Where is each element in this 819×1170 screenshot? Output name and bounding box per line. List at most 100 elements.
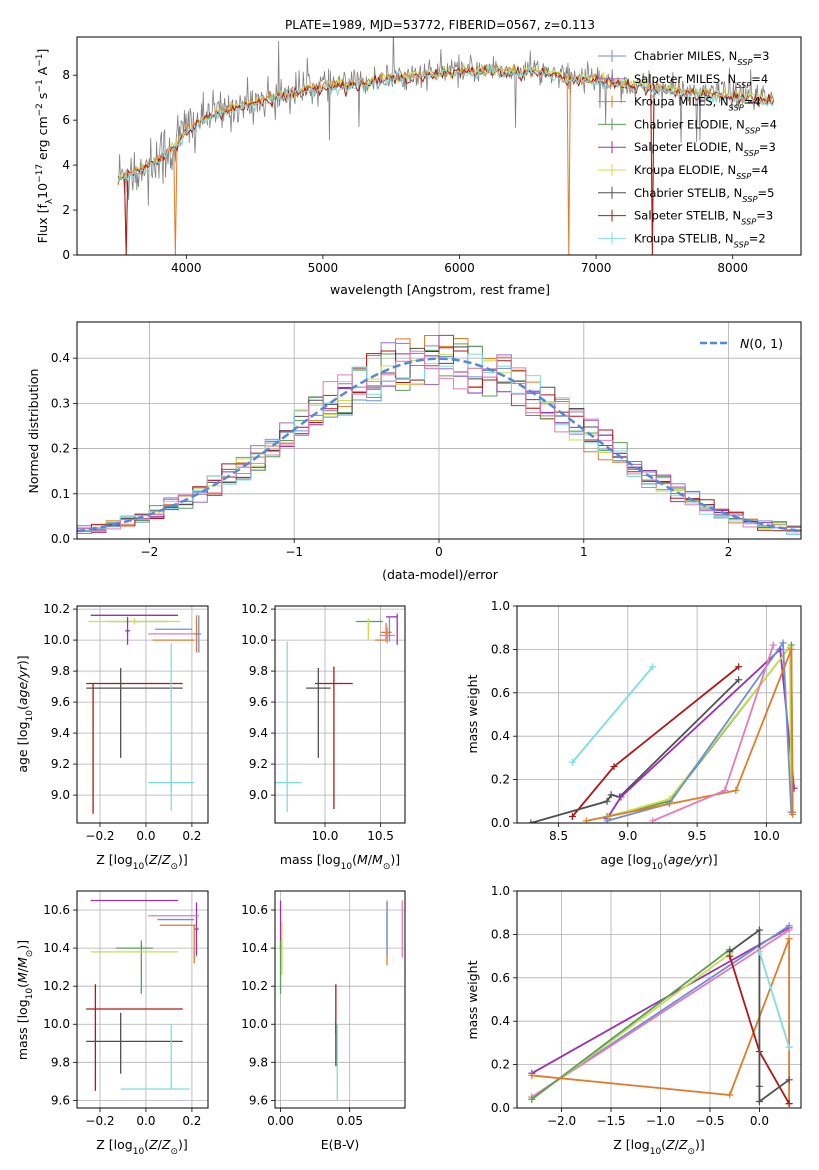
x-tick-label: 10.0 xyxy=(753,829,780,843)
panel-residual_hist: −2 −1 0 1 2 0.0 0.1 0.2 0.3 0.4 xyxy=(51,321,802,559)
x-tick-label: 0.00 xyxy=(267,1114,294,1128)
grid-lines xyxy=(77,606,208,823)
series-chabrier_elodie xyxy=(603,641,797,820)
plot-area xyxy=(117,37,775,255)
y-tick-label: 0.3 xyxy=(51,396,70,410)
x-axis-label: Z [log10(Z/Z⊙)] xyxy=(613,1137,705,1157)
x-tick-label: 7000 xyxy=(581,261,612,275)
x-tick-label: 4000 xyxy=(171,261,202,275)
y-tick-label: 4 xyxy=(62,158,70,172)
plus-marker xyxy=(785,935,793,943)
plus-marker xyxy=(787,645,795,653)
legend-entry: Salpeter ELODIE, NSSP=3 xyxy=(634,140,776,158)
legend-entry: N(0, 1) xyxy=(740,336,783,351)
plus-marker xyxy=(603,797,611,805)
x-tick-label: 0.2 xyxy=(182,1114,201,1128)
legend-entry: Chabrier MILES, NSSP=3 xyxy=(634,49,769,67)
panel-massweight_vs_age: 8.5 9.0 9.5 10.0 0.0 0.2 0.4 0.6 0.8 1.0 xyxy=(491,599,802,843)
plus-marker xyxy=(755,926,763,934)
plus-marker xyxy=(785,1100,793,1108)
x-axis-label: age [log10(age/yr)] xyxy=(600,852,717,872)
plot-area xyxy=(86,614,202,814)
x-axis-label: Z [log10(Z/Z⊙)] xyxy=(96,1137,188,1157)
y-tick-label: 10.0 xyxy=(241,633,268,647)
y-tick-label: 9.8 xyxy=(249,1055,268,1069)
y-tick-label: 0.6 xyxy=(491,686,510,700)
series-chabrier_stelib xyxy=(527,676,743,823)
plus-marker xyxy=(789,810,797,818)
plus-marker xyxy=(785,926,793,934)
panel-spectrum: 4000 5000 6000 7000 8000 0 2 4 6 8 xyxy=(62,36,802,275)
series-kroupa_miles xyxy=(582,645,797,823)
x-tick-label: 9.0 xyxy=(618,829,637,843)
plus-marker xyxy=(785,1076,793,1084)
x-tick-label: −1.0 xyxy=(646,1114,675,1128)
x-tick-label: −2 xyxy=(141,545,159,559)
panel-mass_vs_EBV: 0.00 0.05 9.6 9.8 10.0 10.2 10.4 10.6 xyxy=(241,890,406,1128)
x-tick-label: 10.5 xyxy=(367,829,394,843)
series-kroupa_elodie xyxy=(528,950,734,1103)
y-axis-label: age [log10(age/yr)] xyxy=(15,655,35,772)
plus-marker xyxy=(568,812,576,820)
y-tick-label: 10.4 xyxy=(43,941,70,955)
panel-age_vs_mass: 10.0 10.5 9.0 9.2 9.4 9.6 9.8 10.0 10.2 xyxy=(241,602,406,843)
axes-frame xyxy=(76,321,802,540)
y-tick-label: 0.1 xyxy=(51,487,70,501)
legend: Chabrier MILES, NSSP=3 Salpeter MILES, NS… xyxy=(598,49,777,249)
y-tick-label: 0.6 xyxy=(491,971,510,985)
y-tick-label: 9.8 xyxy=(249,664,268,678)
axes-frame xyxy=(516,605,802,824)
x-tick-label: −2.0 xyxy=(547,1114,576,1128)
error-bar-point xyxy=(88,618,181,625)
x-tick-label: 1 xyxy=(580,545,588,559)
histogram-pink xyxy=(77,350,801,533)
x-tick-label: 0.05 xyxy=(336,1114,363,1128)
y-tick-label: 0.2 xyxy=(491,1058,510,1072)
x-tick-label: −1 xyxy=(285,545,303,559)
y-tick-label: 10.6 xyxy=(43,903,70,917)
y-tick-label: 0.0 xyxy=(51,532,70,546)
x-axis-label: mass [log10(M/M⊙)] xyxy=(280,852,400,872)
legend-entry: Kroupa STELIB, NSSP=2 xyxy=(634,231,766,249)
plot-area xyxy=(275,613,398,813)
legend: N(0, 1) xyxy=(700,336,783,351)
y-tick-label: 6 xyxy=(62,113,70,127)
plus-marker xyxy=(721,786,729,794)
y-axis-label: Normed distribution xyxy=(26,369,41,494)
x-tick-label: 10.0 xyxy=(312,829,339,843)
plus-marker xyxy=(617,793,625,801)
x-tick-label: 0.2 xyxy=(182,829,201,843)
plus-marker xyxy=(582,817,590,823)
panel-mass_vs_Z: −0.2 0.0 0.2 9.6 9.8 10.0 10.2 10.4 10.6 xyxy=(43,890,209,1128)
y-tick-label: 9.8 xyxy=(51,1055,70,1069)
plus-marker xyxy=(726,948,734,956)
plus-marker xyxy=(785,1043,793,1051)
x-tick-label: −0.5 xyxy=(695,1114,724,1128)
y-tick-label: 1.0 xyxy=(491,884,510,898)
x-tick-label: −0.2 xyxy=(85,1114,114,1128)
y-axis-label: mass weight xyxy=(465,960,480,1039)
axes-frame xyxy=(76,36,802,256)
plus-marker xyxy=(755,1082,763,1090)
x-axis-label: wavelength [Angstrom, rest frame] xyxy=(330,282,550,297)
plus-marker xyxy=(735,676,743,684)
y-tick-label: 10.2 xyxy=(241,602,268,616)
series-line xyxy=(606,640,793,822)
x-tick-label: 0 xyxy=(435,545,443,559)
y-tick-label: 0.8 xyxy=(491,927,510,941)
plot-area xyxy=(86,899,199,1091)
plus-marker xyxy=(528,1071,536,1079)
x-tick-label: 8000 xyxy=(717,261,748,275)
plus-marker xyxy=(726,1091,734,1099)
series-kroupa_stelib xyxy=(568,663,657,766)
grid-lines xyxy=(275,891,405,1108)
x-tick-label: 6000 xyxy=(444,261,475,275)
gaussian-reference xyxy=(77,357,801,533)
y-tick-label: 9.6 xyxy=(51,695,70,709)
y-tick-label: 8 xyxy=(62,68,70,82)
series-line xyxy=(608,644,793,818)
x-tick-label: 5000 xyxy=(308,261,339,275)
plus-marker xyxy=(527,819,535,823)
plot-area xyxy=(279,900,403,1101)
error-bar-point xyxy=(379,627,395,644)
